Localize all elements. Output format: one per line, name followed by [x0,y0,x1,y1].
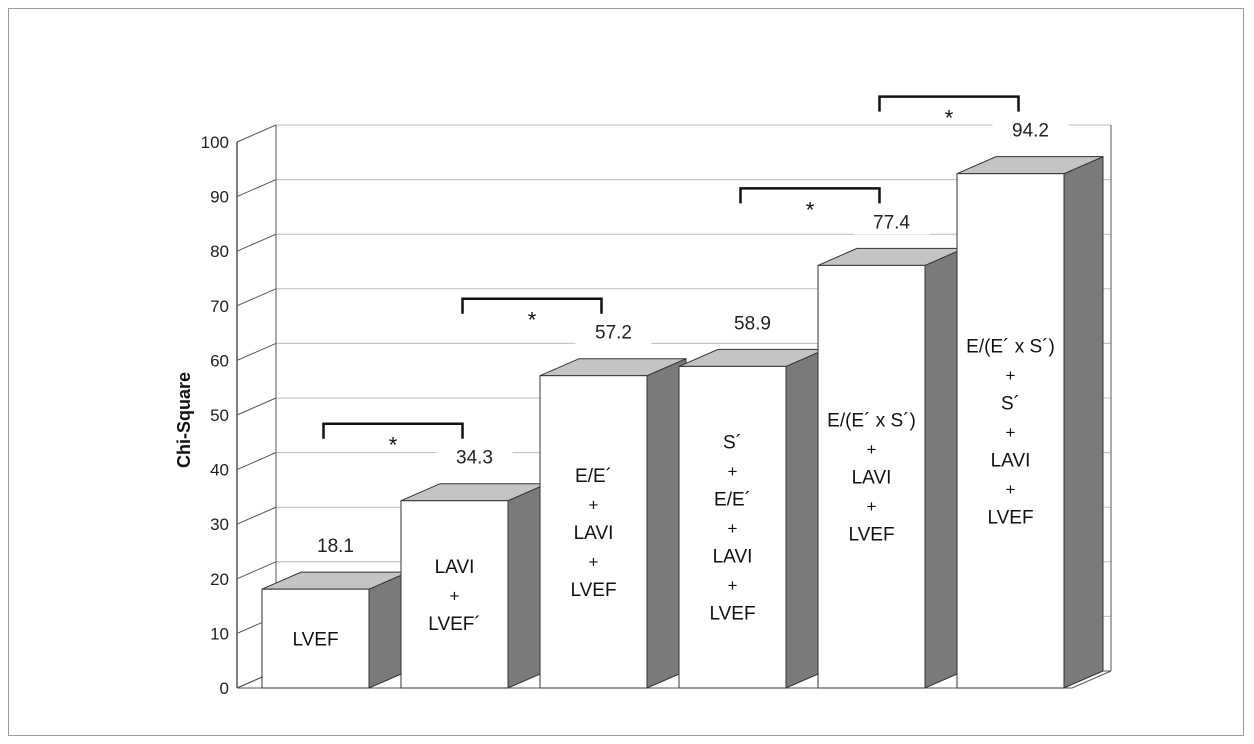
bar-0 [261,588,370,689]
y-tick-label-70: 70 [210,297,229,316]
y-tick-label-40: 40 [210,461,229,480]
significance-label-0: * [389,433,398,458]
bar-3-category-line-2: E/E´ [714,490,751,511]
value-label-5: 94.2 [1012,121,1049,142]
bar-side-5 [1063,155,1104,689]
sidewall-gridline-20 [236,561,277,580]
y-axis-label: Chi-Square [174,372,194,468]
value-label-4: 77.4 [873,212,910,233]
significance-label-2: * [806,197,815,222]
bar-4-category-line-1: + [867,440,877,459]
bar-3-category-line-1: + [728,462,738,481]
value-label-bg-2 [575,318,652,345]
y-tick-label-90: 90 [210,188,229,207]
bar-2-category-line-4: LVEF [570,580,616,601]
sidewall-gridline-30 [236,506,277,525]
bar-2 [539,375,648,689]
figure-frame [8,8,1244,736]
bar-5-category-line-3: + [1006,423,1016,442]
bar-1-category-line-0: LAVI [435,557,475,578]
bar-5-category-line-2: S´ [1001,393,1020,414]
bar-5-category-line-0: E/(E´ x S´) [966,336,1055,357]
value-label-2: 57.2 [595,323,632,344]
y-tick-label-60: 60 [210,351,229,370]
significance-bracket-2 [739,187,881,204]
bar-3 [678,365,787,689]
bar-2-category-line-1: + [589,495,599,514]
bar-4-category-line-3: + [867,497,877,516]
bar-1-category-line-2: LVEF´ [428,614,480,635]
y-tick-label-50: 50 [210,406,229,425]
value-label-bg-5 [992,116,1069,143]
bar-5-category-line-5: + [1006,480,1016,499]
y-tick-label-30: 30 [210,515,229,534]
y-tick-label-0: 0 [220,679,229,698]
sidewall-gridline-70 [236,288,277,307]
bar-5 [956,173,1065,689]
bar-4-category-line-2: LAVI [852,468,892,489]
value-label-bg-3 [714,309,791,336]
bar-4 [817,264,926,689]
sidewall-gridline-40 [236,452,277,471]
bar-2-category-line-3: + [589,552,599,571]
sidewall-gridline-80 [236,233,277,252]
y-tick-label-20: 20 [210,570,229,589]
sidewall-gridline-90 [236,179,277,198]
bar-3-category-line-3: + [728,519,738,538]
significance-label-1: * [528,308,537,333]
sidewall-gridline-100 [236,124,277,143]
significance-bracket-3 [878,95,1020,112]
y-tick-label-80: 80 [210,242,229,261]
bar-5-category-line-1: + [1006,366,1016,385]
bar-1 [400,500,509,689]
bar-5-category-line-4: LAVI [991,450,1031,471]
bar-4-category-line-0: E/(E´ x S´) [827,411,916,432]
bar-4-category-line-4: LVEF [848,525,894,546]
sidewall-gridline-50 [236,397,277,416]
value-label-bg-4 [853,208,930,235]
bar-3-category-line-6: LVEF [709,604,755,625]
value-label-1: 34.3 [456,448,493,469]
bar-3-category-line-0: S´ [723,433,742,454]
bar-5-category-line-6: LVEF [987,507,1033,528]
y-tick-label-10: 10 [210,624,229,643]
y-tick-label-100: 100 [201,133,229,152]
value-label-3: 58.9 [734,313,771,334]
bar-3-category-line-5: + [728,576,738,595]
bar-1-category-line-1: + [450,586,460,605]
bar-2-category-line-0: E/E´ [575,466,612,487]
significance-bracket-0 [322,422,464,439]
value-label-bg-0 [297,532,374,559]
significance-label-3: * [945,106,954,131]
significance-bracket-1 [461,297,603,314]
value-label-0: 18.1 [317,536,354,557]
bar-2-category-line-2: LAVI [574,523,614,544]
bar-3-category-line-4: LAVI [713,547,753,568]
sidewall-gridline-60 [236,342,277,361]
value-label-bg-1 [436,443,513,470]
bar-0-category-line-0: LVEF [292,630,338,651]
